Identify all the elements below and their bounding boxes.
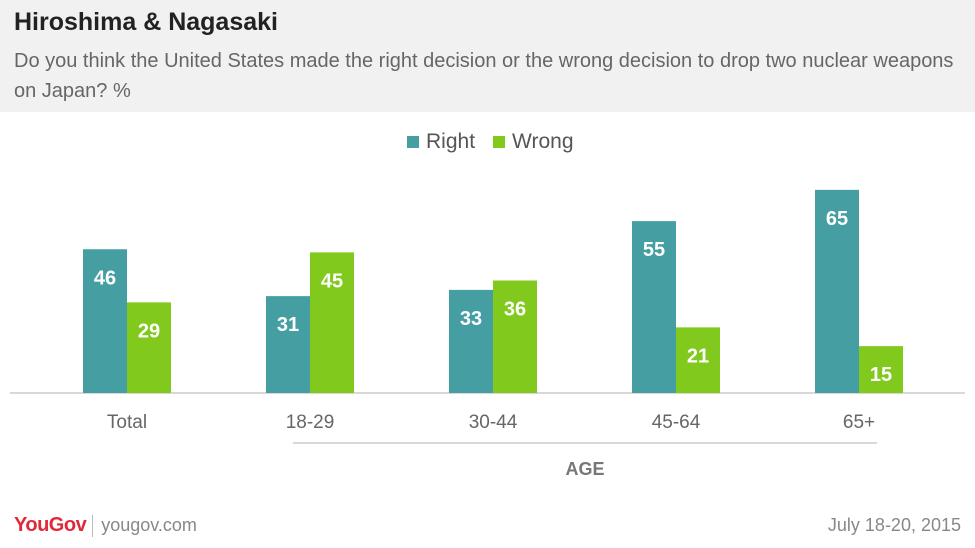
bar-right-18-29 bbox=[266, 296, 310, 393]
yougov-logo: YouGov bbox=[14, 514, 87, 536]
legend-item-wrong: Wrong bbox=[493, 130, 574, 154]
footer-site: yougov.com bbox=[101, 515, 197, 535]
data-label-wrong-Total: 29 bbox=[138, 320, 160, 342]
data-label-wrong-30-44: 36 bbox=[504, 299, 526, 321]
data-label-wrong-18-29: 45 bbox=[321, 270, 343, 292]
data-label-wrong-65+: 15 bbox=[870, 364, 892, 386]
data-label-right-30-44: 33 bbox=[460, 308, 482, 330]
data-label-right-65+: 65 bbox=[826, 208, 848, 230]
x-tick-label-Total: Total bbox=[107, 412, 147, 433]
footer-divider bbox=[92, 514, 94, 537]
legend-label-wrong: Wrong bbox=[512, 130, 574, 153]
survey-date: July 18-20, 2015 bbox=[827, 515, 961, 535]
x-tick-label-30-44: 30-44 bbox=[469, 412, 518, 433]
data-label-right-18-29: 31 bbox=[277, 314, 299, 336]
bar-wrong-45-64 bbox=[676, 327, 720, 393]
x-tick-label-18-29: 18-29 bbox=[286, 412, 335, 433]
bar-right-45-64 bbox=[632, 221, 676, 393]
chart-subtitle: Do you think the United States made the … bbox=[14, 50, 954, 102]
bar-right-65+ bbox=[815, 189, 859, 393]
legend-item-right: Right bbox=[407, 130, 475, 154]
data-label-right-45-64: 55 bbox=[643, 239, 665, 261]
bar-wrong-Total bbox=[127, 302, 171, 393]
legend-label-right: Right bbox=[426, 130, 476, 153]
legend-swatch-wrong bbox=[493, 136, 506, 148]
x-tick-label-65+: 65+ bbox=[843, 412, 875, 433]
data-label-right-Total: 46 bbox=[94, 267, 116, 289]
bar-right-30-44 bbox=[449, 289, 493, 393]
bar-wrong-65+ bbox=[859, 346, 903, 393]
bar-wrong-30-44 bbox=[493, 280, 537, 393]
chart-title: Hiroshima & Nagasaki bbox=[14, 8, 278, 36]
age-group-label: AGE bbox=[565, 459, 604, 479]
legend-swatch-right bbox=[407, 136, 419, 148]
x-tick-label-45-64: 45-64 bbox=[652, 412, 701, 433]
footer-brand: YouGov yougov.com bbox=[14, 514, 197, 537]
data-label-wrong-45-64: 21 bbox=[687, 345, 709, 367]
bar-wrong-18-29 bbox=[310, 252, 354, 393]
legend: Right Wrong bbox=[407, 130, 592, 154]
bar-right-Total bbox=[83, 249, 127, 393]
header: Hiroshima & Nagasaki Do you think the Un… bbox=[0, 0, 975, 112]
